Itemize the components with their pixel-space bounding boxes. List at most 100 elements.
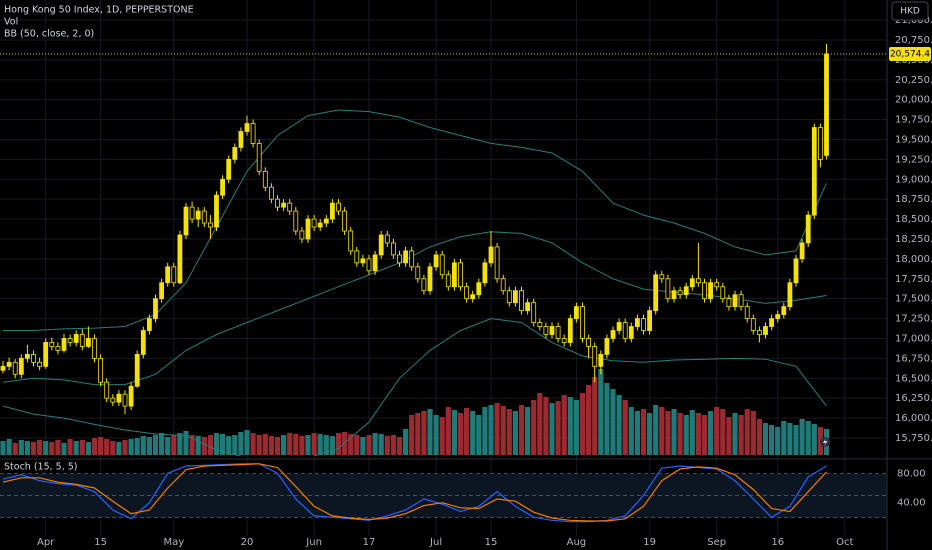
candle-body <box>43 342 49 367</box>
volume-bar <box>244 430 250 455</box>
candle-body <box>775 314 781 319</box>
candle-body <box>757 330 762 335</box>
x-tick-label: 15 <box>485 537 498 548</box>
candle-body <box>299 230 305 240</box>
candle-body <box>6 361 12 367</box>
volume-bar <box>30 442 37 455</box>
x-tick-label: 20 <box>241 537 254 548</box>
volume-bar <box>677 413 683 455</box>
volume-bar <box>781 421 787 455</box>
candle-body <box>116 393 122 403</box>
candle-body <box>79 334 85 347</box>
candle-body <box>677 290 683 296</box>
candle-body <box>555 326 561 339</box>
candle-body <box>415 266 421 280</box>
candle-body <box>366 258 372 272</box>
candle-body <box>683 286 689 296</box>
volume-bar <box>592 377 598 455</box>
candle-body <box>610 330 616 339</box>
volume-bar <box>323 435 329 455</box>
y-tick-label: 16,750.0 <box>895 353 932 364</box>
candle-body <box>195 210 201 220</box>
candle-body <box>635 318 640 327</box>
candle-body <box>506 290 512 304</box>
volume-bar <box>329 436 335 455</box>
volume-bar <box>305 435 311 455</box>
candle-body <box>372 254 378 272</box>
candle-body <box>329 202 335 220</box>
candle-body <box>458 262 463 288</box>
candle-body <box>226 158 232 180</box>
candle-body <box>110 397 116 403</box>
candle-body <box>799 242 805 260</box>
candle-body <box>750 318 756 331</box>
stoch-tick-label: 80.00 <box>897 468 926 479</box>
volume-bar <box>317 434 323 455</box>
candle-body <box>0 365 6 371</box>
candle-body <box>342 210 348 232</box>
volume-bar <box>67 439 73 455</box>
volume-bar <box>61 443 67 455</box>
volume-bar <box>762 423 769 455</box>
volume-bar <box>311 433 317 455</box>
y-tick-label: 18,250.0 <box>895 234 932 245</box>
candle-body <box>165 266 171 284</box>
volume-bar <box>439 417 445 455</box>
volume-bar <box>793 425 799 455</box>
candle-body <box>92 338 97 359</box>
volume-bar <box>207 435 213 455</box>
volume-bar <box>140 436 146 455</box>
candle-body <box>207 222 213 228</box>
volume-bar <box>396 437 403 455</box>
volume-bar <box>415 413 421 455</box>
candle-body <box>18 357 24 375</box>
candle-body <box>494 246 500 280</box>
candle-body <box>592 346 598 367</box>
volume-bar <box>360 437 366 455</box>
volume-bar <box>159 433 165 455</box>
volume-bar <box>561 395 567 455</box>
currency-box[interactable] <box>891 1 929 21</box>
candle-body <box>12 361 18 375</box>
volume-bar <box>0 441 6 455</box>
volume-bar <box>37 440 43 455</box>
volume-bar <box>238 432 244 455</box>
volume-bar <box>354 435 360 455</box>
currency[interactable]: HKD <box>900 7 920 17</box>
candle-body <box>628 326 634 339</box>
volume-bar <box>98 437 104 455</box>
volume-bar <box>476 415 482 455</box>
candle-body <box>397 254 402 264</box>
volume-bar <box>409 415 415 455</box>
volume-bar <box>787 423 793 455</box>
candle-body <box>769 318 774 327</box>
candle-body <box>567 318 573 343</box>
candle-body <box>732 294 738 308</box>
y-tick-label: 17,500.0 <box>895 294 932 305</box>
last-price-label: 20,574.4 <box>890 49 930 59</box>
candle-body <box>671 290 677 300</box>
volume-bar <box>598 369 604 455</box>
volume-bar <box>12 443 18 455</box>
candle-body <box>409 250 415 268</box>
volume-bar <box>220 434 226 455</box>
candle-body <box>787 282 793 308</box>
volume-bar <box>732 413 738 455</box>
volume-bar <box>281 435 287 455</box>
volume-bar <box>226 436 232 455</box>
volume-bar <box>506 409 512 455</box>
candle-body <box>525 302 530 312</box>
stochastic <box>0 463 887 523</box>
candle-body <box>464 286 470 300</box>
bb-lower <box>2 318 827 456</box>
flash-glyph <box>823 438 828 447</box>
volume-bar <box>464 408 470 455</box>
volume-bar <box>152 435 159 455</box>
volume-bar <box>85 442 91 455</box>
volume-bar <box>268 436 274 455</box>
volume-bar <box>390 435 396 455</box>
candle-body <box>281 202 287 208</box>
volume-bar <box>335 433 342 455</box>
y-tick-label: 21,000.0 <box>895 15 932 26</box>
volume-bar <box>213 433 220 455</box>
